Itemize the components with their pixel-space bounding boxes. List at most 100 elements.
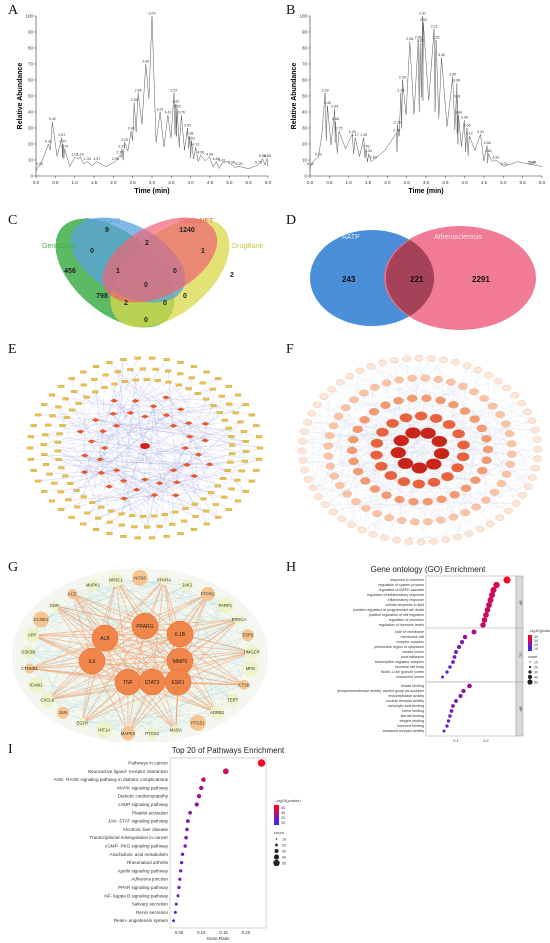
network-node — [242, 403, 249, 407]
term-label: integrin binding — [400, 719, 424, 723]
network-edge — [334, 358, 407, 477]
network-node — [248, 413, 256, 417]
network-node — [108, 509, 115, 513]
peak-label: 3.21 — [157, 108, 164, 112]
x-tick-label: 0.5 — [326, 180, 333, 185]
network-node — [156, 524, 163, 528]
network-node — [144, 525, 151, 529]
network-node — [152, 367, 159, 371]
network-node — [241, 459, 248, 463]
network-node — [380, 401, 391, 409]
network-node — [86, 579, 99, 592]
network-edge — [177, 619, 240, 683]
network-node — [161, 513, 169, 516]
network-edge — [105, 374, 160, 484]
network-node — [218, 394, 225, 398]
network-edge — [146, 495, 155, 528]
peak-label: 3.21 — [431, 24, 438, 28]
network-node — [256, 446, 264, 450]
network-edge — [62, 619, 240, 713]
legend-color-swatch — [528, 647, 532, 651]
network-edge — [361, 480, 476, 531]
network-edge — [363, 392, 414, 434]
network-node — [200, 586, 215, 601]
network-edge — [72, 593, 146, 627]
data-point — [178, 877, 182, 881]
network-edge — [54, 605, 251, 669]
network-edge — [468, 419, 475, 534]
network-node — [243, 449, 250, 453]
venn-count-atherosclerosis: 2291 — [472, 275, 490, 284]
legend-size-tick: 20 — [282, 844, 286, 848]
network-edge — [433, 464, 441, 521]
pathway-label: Alcoholic liver disease — [123, 827, 169, 832]
network-node — [163, 358, 170, 361]
node-label: HIF1A — [98, 727, 110, 732]
node-label: EGFR — [76, 720, 88, 725]
network-node — [240, 430, 248, 433]
node-label: KDR — [50, 603, 59, 608]
network-edge — [401, 467, 420, 521]
network-node — [307, 410, 317, 417]
network-edge — [355, 501, 385, 538]
core-node-label: PPARG — [136, 624, 153, 630]
network-node — [297, 447, 307, 454]
x-axis-title: Gene Ratio — [207, 936, 230, 940]
peak-label: 4.81 — [218, 159, 225, 163]
network-edge — [100, 459, 212, 493]
term-label: focal adhesion — [401, 655, 424, 659]
network-edge — [87, 498, 125, 514]
network-edge — [95, 419, 261, 449]
term-label: steroid binding — [401, 714, 424, 718]
y-tick-label: 10 — [28, 158, 34, 163]
pathway-label: Platelet activation — [132, 810, 168, 815]
network-edge — [71, 593, 181, 662]
network-edge — [188, 423, 219, 518]
network-edge — [83, 494, 155, 525]
network-edge — [466, 365, 536, 431]
network-node — [452, 429, 465, 439]
network-edge — [355, 501, 466, 513]
network-edge — [152, 712, 218, 734]
network-node — [62, 474, 69, 478]
legend-size-dot — [527, 679, 533, 685]
network-edge — [78, 403, 154, 407]
network-edge — [173, 470, 219, 518]
core-node-label: IL1B — [175, 632, 186, 638]
network-edge — [115, 579, 226, 606]
y-tick-label: 50 — [302, 94, 308, 99]
network-edge — [399, 379, 420, 469]
network-edge — [449, 403, 522, 425]
network-edge — [58, 406, 124, 481]
panel-letter-e: E — [8, 342, 17, 357]
venn-count-overlap: 221 — [410, 275, 424, 284]
x-tick-label: 4.5 — [481, 180, 488, 185]
term-label: regulation of secretion — [389, 618, 424, 622]
network-edge — [116, 425, 229, 510]
network-node — [489, 488, 500, 496]
network-edge — [94, 391, 104, 432]
network-node — [98, 429, 107, 434]
legend-size-title: count — [274, 830, 285, 835]
core-node — [91, 624, 119, 652]
data-point — [186, 819, 190, 823]
y-tick-label: 10 — [302, 158, 308, 163]
network-edge — [304, 431, 363, 531]
network-node — [58, 466, 65, 470]
peak-label: 3.76 — [178, 111, 185, 115]
network-edge — [31, 579, 117, 636]
x-tick-label: 5.0 — [226, 180, 233, 185]
network-edge — [186, 386, 229, 465]
network-node — [46, 472, 53, 476]
network-node — [92, 528, 100, 531]
legend-color-tick: 20 — [534, 643, 538, 647]
venn-count: 798 — [96, 293, 108, 300]
data-point — [188, 810, 192, 815]
network-edge — [185, 428, 229, 449]
network-node — [433, 376, 443, 383]
network-node — [149, 404, 158, 409]
network-edge — [151, 619, 240, 683]
network-node — [397, 457, 414, 470]
legend-size-tick: 30 — [534, 671, 538, 675]
network-node — [100, 446, 109, 450]
